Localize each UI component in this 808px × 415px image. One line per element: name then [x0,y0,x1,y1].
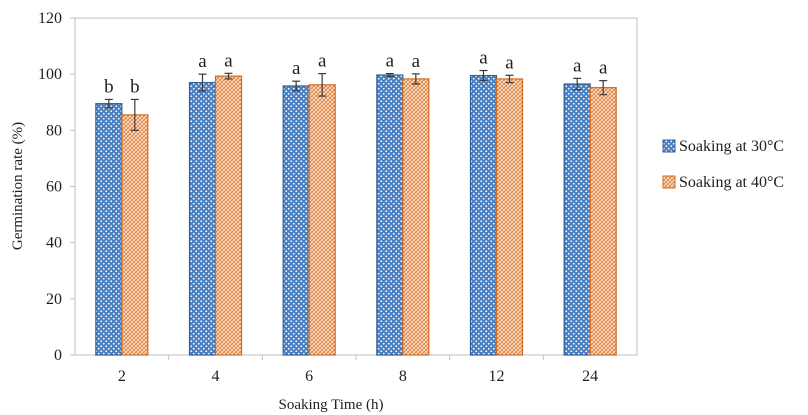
bar-30c-24 [563,83,591,356]
significance-label: b [130,76,140,97]
x-tick-label: 4 [212,368,220,385]
plot-area [74,17,638,356]
significance-label: a [198,51,207,72]
bars-group [95,74,617,356]
bar-40c-8 [402,78,430,356]
bar-30c-12 [469,74,498,356]
legend-label-40c: Soaking at 40°C [679,174,784,191]
legend: Soaking at 30°C Soaking at 40°C [662,138,784,191]
bar-30c-4 [188,81,217,356]
bar-40c-12 [495,78,524,356]
x-tick-label: 24 [582,368,598,385]
significance-label: a [599,58,608,79]
y-tick-label: 120 [38,10,62,27]
bar-40c-2 [121,114,149,356]
significance-label: a [292,58,301,79]
y-tick-label: 100 [38,66,62,83]
significance-label: a [318,51,327,72]
significance-label: b [104,76,114,97]
x-tick-label: 12 [489,368,505,385]
x-axis: 2 4 6 8 12 24 [118,355,598,385]
bar-40c-4 [214,75,243,356]
legend-swatch-30c [662,139,676,153]
x-tick-label: 8 [399,368,407,385]
error-bars-group [104,69,608,131]
significance-label: a [573,55,582,76]
y-axis: 0 20 40 60 80 100 120 [38,10,75,364]
y-tick-label: 60 [46,179,62,196]
y-tick-label: 80 [46,122,62,139]
significance-labels-group: b ba a a a a a a a a a [104,48,608,98]
y-tick-label: 40 [46,235,62,252]
significance-label: a [412,51,421,72]
significance-label: a [386,51,395,72]
significance-label: a [505,52,514,73]
x-axis-title: Soaking Time (h) [278,397,383,413]
y-axis-title: Germination rate (%) [10,122,26,250]
x-tick-label: 6 [305,368,313,385]
significance-label: a [479,48,488,69]
bar-30c-8 [376,74,404,356]
bar-30c-2 [95,103,123,356]
y-tick-label: 20 [46,291,62,308]
bar-30c-6 [282,85,310,356]
bar-40c-24 [589,87,617,356]
legend-swatch-40c [662,175,676,189]
y-tick-label: 0 [54,347,62,364]
x-tick-label: 2 [118,368,126,385]
legend-label-30c: Soaking at 30°C [679,138,784,155]
significance-label: a [224,50,233,71]
bar-40c-6 [308,84,336,356]
